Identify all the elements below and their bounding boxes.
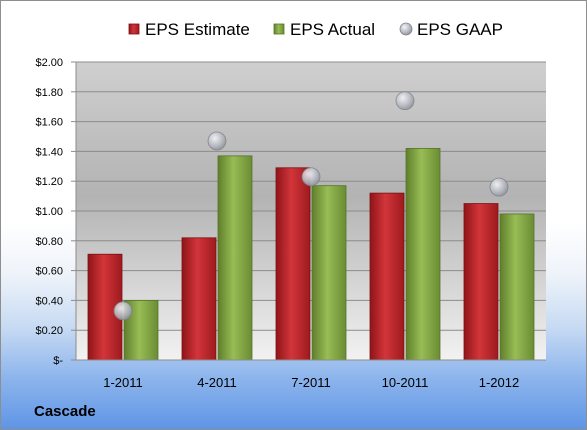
bar-eps-actual <box>499 213 535 361</box>
legend-marker-eps-gaap <box>399 22 413 36</box>
marker-eps-gaap <box>395 91 415 111</box>
y-tick-label: $1.20 <box>35 176 63 188</box>
legend-label: EPS Estimate <box>145 20 250 39</box>
marker-eps-gaap <box>301 167 321 187</box>
bar-eps-estimate <box>181 237 217 361</box>
bar-eps-actual <box>405 148 441 361</box>
bar-eps-actual <box>217 155 253 361</box>
y-tick-label: $2.00 <box>35 57 63 69</box>
y-tick-label: $0.40 <box>35 295 63 307</box>
legend-swatch-eps-actual <box>273 23 285 35</box>
company-name: Cascade <box>34 403 96 420</box>
y-tick-label: $1.00 <box>35 206 63 218</box>
y-tick-label: $1.40 <box>35 146 63 158</box>
y-tick-label: $0.80 <box>35 236 63 248</box>
y-tick-label: $0.20 <box>35 325 63 337</box>
bar-eps-estimate <box>463 203 499 361</box>
x-tick-label: 10-2011 <box>382 375 429 390</box>
y-tick-label: $- <box>53 355 63 367</box>
x-tick-label: 1-2012 <box>479 375 519 390</box>
legend-label: EPS GAAP <box>417 20 503 39</box>
x-tick-label: 1-2011 <box>103 375 143 390</box>
x-tick-label: 7-2011 <box>291 375 331 390</box>
bar-eps-estimate <box>369 192 405 361</box>
y-tick-label: $0.60 <box>35 266 63 278</box>
legend-label: EPS Actual <box>290 20 375 39</box>
marker-eps-gaap <box>113 301 133 321</box>
y-tick-label: $1.80 <box>35 87 63 99</box>
marker-eps-gaap <box>207 131 227 151</box>
bar-eps-actual <box>311 185 347 361</box>
legend-swatch-eps-estimate <box>128 23 140 35</box>
bar-eps-estimate <box>275 167 311 361</box>
marker-eps-gaap <box>489 177 509 197</box>
x-tick-label: 4-2011 <box>197 375 237 390</box>
y-tick-label: $1.60 <box>35 117 63 129</box>
